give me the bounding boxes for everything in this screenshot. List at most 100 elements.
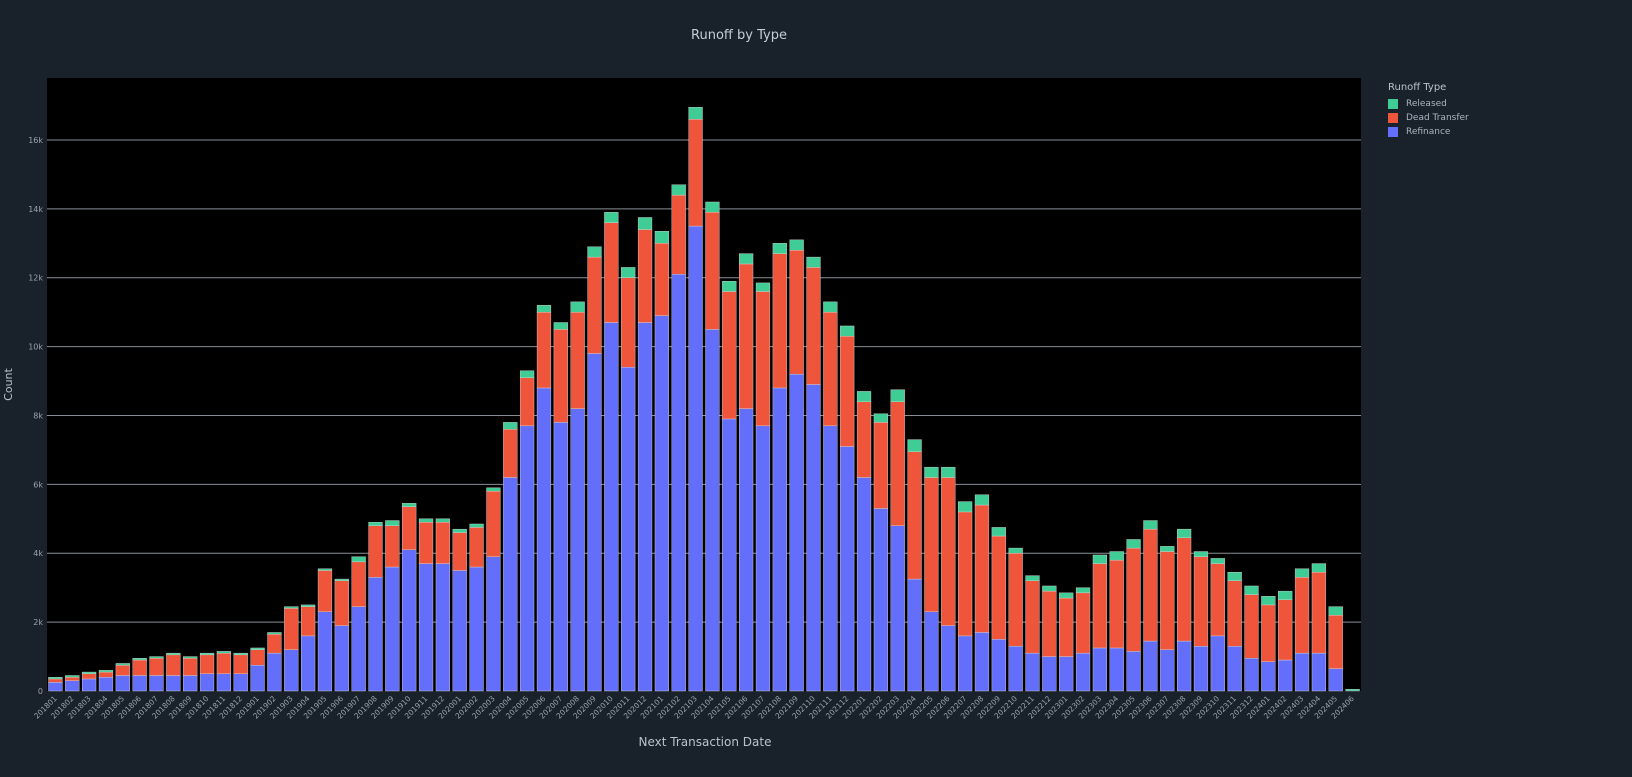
bar-released — [587, 246, 602, 258]
bar-released — [1126, 539, 1141, 549]
bar-refinance — [1210, 635, 1225, 692]
bar-released — [637, 217, 653, 230]
bar-dead-transfer — [166, 654, 181, 676]
legend-item-dead-transfer[interactable]: Dead Transfer — [1388, 111, 1469, 125]
bar-dead-transfer — [705, 212, 720, 330]
bar-dead-transfer — [317, 570, 333, 612]
bar-dead-transfer — [604, 222, 619, 323]
legend-item-released[interactable]: Released — [1388, 97, 1469, 111]
bar-refinance — [250, 664, 265, 692]
bar-released — [65, 675, 80, 678]
bar-dead-transfer — [1042, 590, 1057, 657]
legend-label-released: Released — [1406, 99, 1447, 109]
legend-swatch-released — [1388, 99, 1398, 109]
bar-refinance — [536, 387, 552, 692]
bar-refinance — [115, 675, 130, 692]
legend-item-refinance[interactable]: Refinance — [1388, 125, 1469, 139]
bar-refinance — [65, 680, 80, 692]
bar-refinance — [705, 329, 720, 692]
bar-dead-transfer — [755, 291, 771, 427]
bar-dead-transfer — [873, 422, 888, 509]
bar-released — [1008, 547, 1023, 554]
bar-dead-transfer — [789, 249, 804, 375]
chart-title: Runoff by Type — [691, 28, 787, 43]
bar-dead-transfer — [890, 401, 905, 526]
bar-refinance — [82, 678, 97, 692]
bar-released — [1261, 596, 1276, 606]
bar-dead-transfer — [65, 677, 80, 681]
bar-dead-transfer — [82, 673, 97, 680]
y-tick-label: 0 — [38, 687, 43, 696]
bar-released — [1193, 551, 1209, 557]
bar-dead-transfer — [722, 291, 737, 420]
bar-dead-transfer — [1210, 563, 1225, 637]
bar-refinance — [553, 422, 568, 692]
bar-dead-transfer — [823, 311, 838, 427]
bar-dead-transfer — [1244, 594, 1259, 659]
bar-dead-transfer — [1109, 559, 1124, 649]
bar-dead-transfer — [233, 654, 248, 674]
bar-released — [216, 651, 231, 654]
bar-dead-transfer — [570, 311, 585, 409]
bar-refinance — [924, 611, 939, 692]
bar-refinance — [1092, 647, 1107, 692]
bar-released — [722, 280, 737, 292]
bar-refinance — [890, 525, 905, 692]
bar-refinance — [1008, 646, 1023, 692]
bar-refinance — [435, 563, 450, 692]
bar-dead-transfer — [183, 658, 198, 676]
bar-dead-transfer — [1075, 592, 1091, 654]
bar-refinance — [806, 384, 821, 692]
bar-refinance — [183, 675, 198, 692]
bar-refinance — [570, 408, 585, 692]
bar-refinance — [418, 563, 434, 692]
bar-dead-transfer — [1025, 580, 1040, 654]
bar-released — [469, 523, 484, 528]
bar-released — [654, 231, 669, 244]
bar-refinance — [216, 673, 231, 692]
plot-area — [47, 78, 1361, 691]
bar-refinance — [385, 566, 400, 692]
legend-label-dead-transfer: Dead Transfer — [1406, 113, 1469, 123]
bar-refinance — [48, 682, 63, 692]
bar-released — [840, 325, 855, 337]
bar-refinance — [1126, 651, 1141, 692]
bar-released — [267, 632, 282, 635]
bar-released — [233, 652, 248, 656]
bar-released — [873, 413, 888, 423]
bar-released — [486, 487, 501, 492]
bar-dead-transfer — [385, 525, 400, 568]
bar-dead-transfer — [1227, 580, 1242, 647]
bar-released — [418, 518, 434, 523]
bar-refinance — [402, 549, 417, 692]
legend-swatch-refinance — [1388, 127, 1398, 137]
y-tick-label: 6k — [33, 480, 43, 489]
bar-released — [1227, 571, 1242, 581]
bar-dead-transfer — [924, 477, 939, 612]
bar-refinance — [688, 225, 703, 692]
bar-dead-transfer — [48, 678, 63, 683]
bar-released — [284, 606, 299, 609]
bar-dead-transfer — [1177, 537, 1192, 642]
bar-refinance — [486, 556, 501, 692]
bar-refinance — [317, 611, 333, 692]
bar-dead-transfer — [772, 253, 787, 389]
bar-released — [1311, 563, 1326, 573]
bar-refinance — [974, 632, 990, 692]
bar-dead-transfer — [402, 506, 417, 551]
bar-released — [772, 243, 787, 254]
bar-refinance — [351, 606, 366, 692]
bar-released — [503, 422, 518, 430]
bar-refinance — [1160, 649, 1175, 692]
bar-released — [520, 370, 535, 378]
bar-dead-transfer — [301, 606, 316, 637]
bar-released — [890, 389, 905, 402]
bar-released — [1109, 551, 1124, 561]
bar-released — [1328, 606, 1343, 616]
bar-released — [570, 301, 585, 313]
bar-released — [48, 677, 63, 680]
bar-released — [301, 604, 316, 607]
legend: Runoff Type Released Dead Transfer Refin… — [1388, 82, 1469, 139]
bar-dead-transfer — [536, 311, 552, 389]
